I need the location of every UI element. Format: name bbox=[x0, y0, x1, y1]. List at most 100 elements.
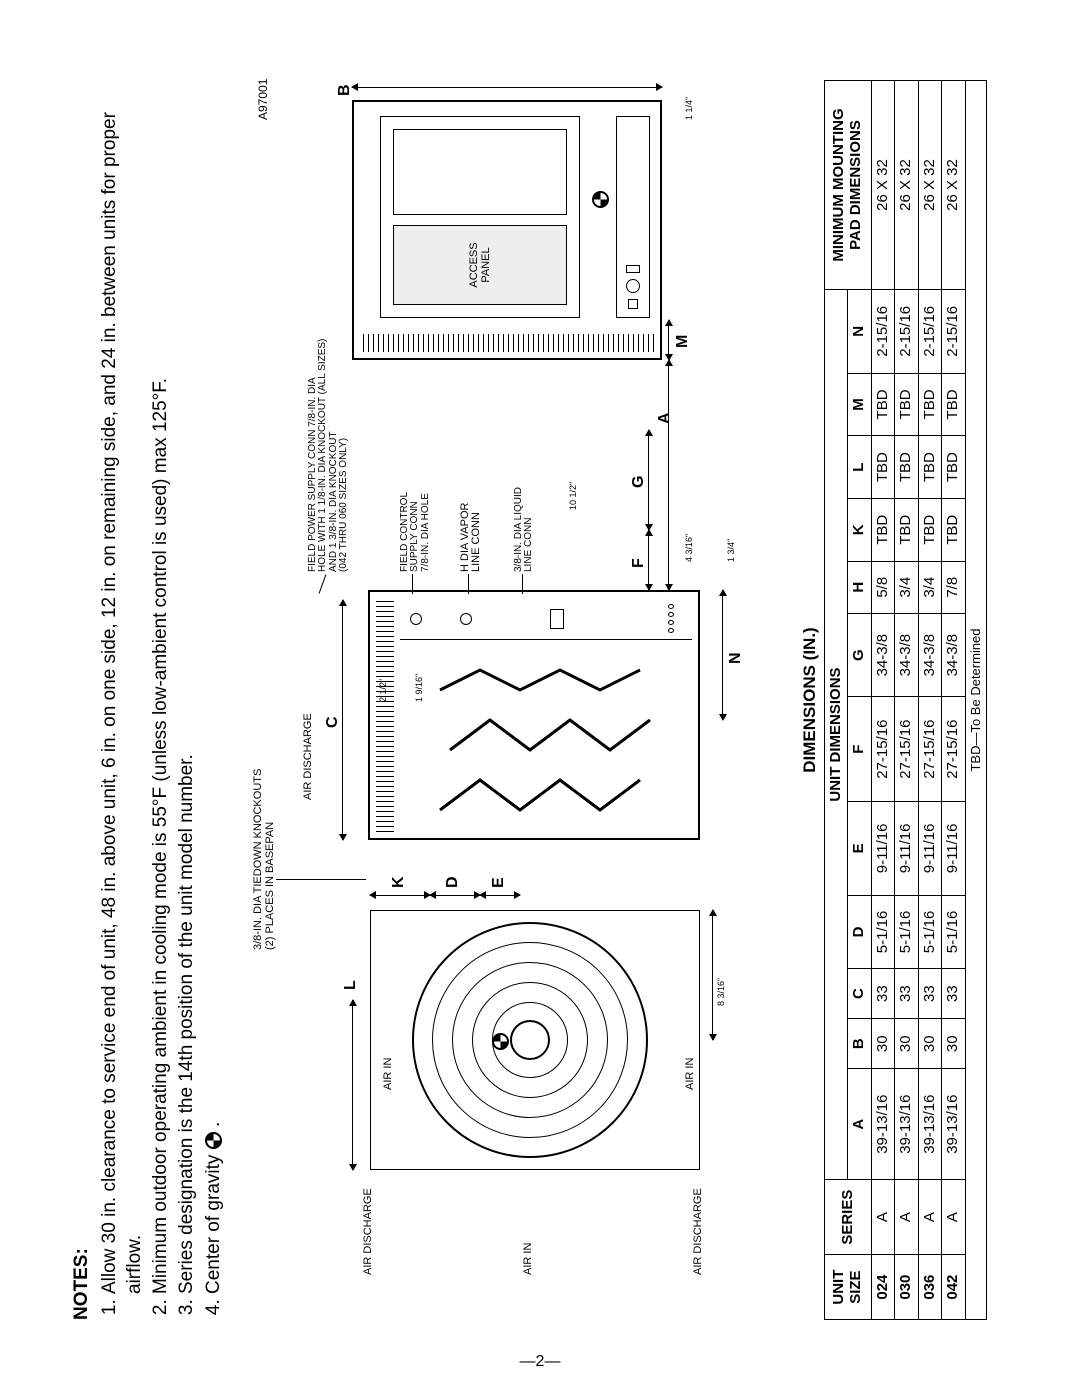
cell-G: 34-3/8 bbox=[871, 613, 895, 697]
cell-L: TBD bbox=[942, 436, 966, 499]
cell-H: 7/8 bbox=[942, 561, 966, 613]
drawing-code: A97001 bbox=[256, 79, 270, 120]
th-F: F bbox=[848, 697, 872, 801]
cell-K: TBD bbox=[918, 498, 942, 561]
dim-A-arrow bbox=[668, 360, 669, 590]
note-2: Minimum outdoor operating ambient in coo… bbox=[149, 60, 173, 1294]
th-unit-dimensions-group: UNIT DIMENSIONS bbox=[824, 290, 848, 1180]
th-series: SERIES bbox=[824, 1180, 871, 1255]
cell-E: 9-11/16 bbox=[895, 801, 919, 895]
port-row bbox=[668, 604, 674, 633]
table-row: 036A39-13/1630335-1/169-11/1627-15/1634-… bbox=[918, 81, 942, 1320]
cell-M: TBD bbox=[895, 373, 919, 436]
dim-D-arrow bbox=[430, 895, 480, 896]
cell-K: TBD bbox=[871, 498, 895, 561]
cell-A: 39-13/16 bbox=[942, 1069, 966, 1180]
cell-E: 9-11/16 bbox=[918, 801, 942, 895]
control-strip bbox=[400, 598, 692, 640]
cell-K: TBD bbox=[895, 498, 919, 561]
cell-G: 34-3/8 bbox=[942, 613, 966, 697]
cg-marker-rear bbox=[592, 191, 609, 208]
th-unit-size: UNIT SIZE bbox=[824, 1255, 871, 1320]
dim-1-1-4: 1 1/4" bbox=[684, 97, 694, 120]
dim-K: K bbox=[390, 876, 408, 888]
dim-G-arrow bbox=[648, 430, 649, 530]
cell-B: 30 bbox=[918, 1019, 942, 1069]
cell-N: 2-15/16 bbox=[942, 290, 966, 374]
cell-M: TBD bbox=[942, 373, 966, 436]
dim-F: F bbox=[630, 558, 648, 568]
vapor-label: H DIA VAPOR LINE CONN bbox=[460, 503, 483, 572]
dim-2-1-2: 2 1/2" bbox=[378, 679, 388, 702]
cell-D: 5-1/16 bbox=[942, 895, 966, 968]
cell-A: 39-13/16 bbox=[918, 1069, 942, 1180]
cell-A: 39-13/16 bbox=[895, 1069, 919, 1180]
tbd-footnote: TBD—To Be Determined bbox=[965, 81, 986, 1320]
th-pad: MINIMUM MOUNTING PAD DIMENSIONS bbox=[824, 81, 871, 290]
dimensions-table: UNIT SIZE SERIES UNIT DIMENSIONS MINIMUM… bbox=[824, 80, 987, 1320]
knockout-icon bbox=[410, 613, 422, 625]
cell-G: 34-3/8 bbox=[895, 613, 919, 697]
top-grille bbox=[376, 598, 394, 832]
cell-L: TBD bbox=[895, 436, 919, 499]
cell-series: A bbox=[895, 1180, 919, 1255]
fan-hub bbox=[510, 1020, 550, 1060]
th-A: A bbox=[848, 1069, 872, 1180]
th-B: B bbox=[848, 1019, 872, 1069]
cell-M: TBD bbox=[871, 373, 895, 436]
note-4-text: Center of gravity bbox=[203, 1155, 224, 1294]
cell-H: 5/8 bbox=[871, 561, 895, 613]
dim-B-arrow bbox=[352, 87, 662, 88]
dim-1-3-4: 1 3/4" bbox=[726, 539, 736, 562]
dim-8-3-16-arrow bbox=[712, 910, 713, 1040]
dim-10-1-2: 10 1/2" bbox=[568, 482, 578, 510]
cell-size: 036 bbox=[918, 1255, 942, 1320]
cell-D: 5-1/16 bbox=[895, 895, 919, 968]
air-discharge-top-left: AIR DISCHARGE bbox=[362, 1188, 374, 1275]
cell-L: TBD bbox=[871, 436, 895, 499]
leader-line bbox=[522, 574, 523, 594]
air-in-left: AIR IN bbox=[522, 1243, 534, 1275]
air-in-top: AIR IN bbox=[382, 1058, 394, 1090]
cell-pad: 26 X 32 bbox=[871, 81, 895, 290]
unit-diagram: 3/8-IN. DIA TIEDOWN KNOCKOUTS (2) PLACES… bbox=[252, 80, 772, 1320]
dim-1-9-16: 1 9/16" bbox=[414, 674, 424, 702]
cell-E: 9-11/16 bbox=[871, 801, 895, 895]
cell-N: 2-15/16 bbox=[895, 290, 919, 374]
note-4: Center of gravity . bbox=[202, 60, 226, 1294]
dim-M: M bbox=[674, 335, 692, 348]
dim-A: A bbox=[656, 412, 674, 424]
blank-panel bbox=[393, 129, 567, 215]
cell-C: 33 bbox=[871, 969, 895, 1019]
table-row: 030A39-13/1630335-1/169-11/1627-15/1634-… bbox=[895, 81, 919, 1320]
cell-A: 39-13/16 bbox=[871, 1069, 895, 1180]
th-N: N bbox=[848, 290, 872, 374]
cell-E: 9-11/16 bbox=[942, 801, 966, 895]
cell-series: A bbox=[918, 1180, 942, 1255]
field-power-label: FIELD POWER SUPPLY CONN 7/8-IN. DIA HOLE… bbox=[308, 339, 350, 572]
dim-D: D bbox=[444, 876, 462, 888]
cell-B: 30 bbox=[895, 1019, 919, 1069]
notes-list: Allow 30 in. clearance to service end of… bbox=[98, 60, 226, 1320]
notes-title: NOTES: bbox=[70, 60, 94, 1320]
cell-F: 27-15/16 bbox=[942, 697, 966, 801]
dim-8-3-16: 8 3/16" bbox=[716, 978, 726, 1006]
dimensions-table-wrap: DIMENSIONS (IN.) UNIT SIZE SERIES UNIT D… bbox=[800, 80, 987, 1320]
side-grille bbox=[360, 334, 654, 352]
air-discharge-mid: AIR DISCHARGE bbox=[302, 713, 314, 800]
cell-M: TBD bbox=[918, 373, 942, 436]
air-in-bottom: AIR IN bbox=[684, 1058, 696, 1090]
knockout-icon bbox=[460, 613, 472, 625]
cell-C: 33 bbox=[918, 969, 942, 1019]
valve-icon bbox=[550, 609, 564, 629]
table-header-row-1: UNIT SIZE SERIES UNIT DIMENSIONS MINIMUM… bbox=[824, 81, 848, 1320]
cell-N: 2-15/16 bbox=[871, 290, 895, 374]
cell-L: TBD bbox=[918, 436, 942, 499]
cell-F: 27-15/16 bbox=[918, 697, 942, 801]
cell-C: 33 bbox=[895, 969, 919, 1019]
dimensions-caption: DIMENSIONS (IN.) bbox=[800, 80, 820, 1320]
cell-H: 3/4 bbox=[895, 561, 919, 613]
field-control-label: FIELD CONTROL SUPPLY CONN 7/8-IN. DIA HO… bbox=[400, 492, 432, 572]
cell-G: 34-3/8 bbox=[918, 613, 942, 697]
table-row: 024A39-13/1630335-1/169-11/1627-15/1634-… bbox=[871, 81, 895, 1320]
